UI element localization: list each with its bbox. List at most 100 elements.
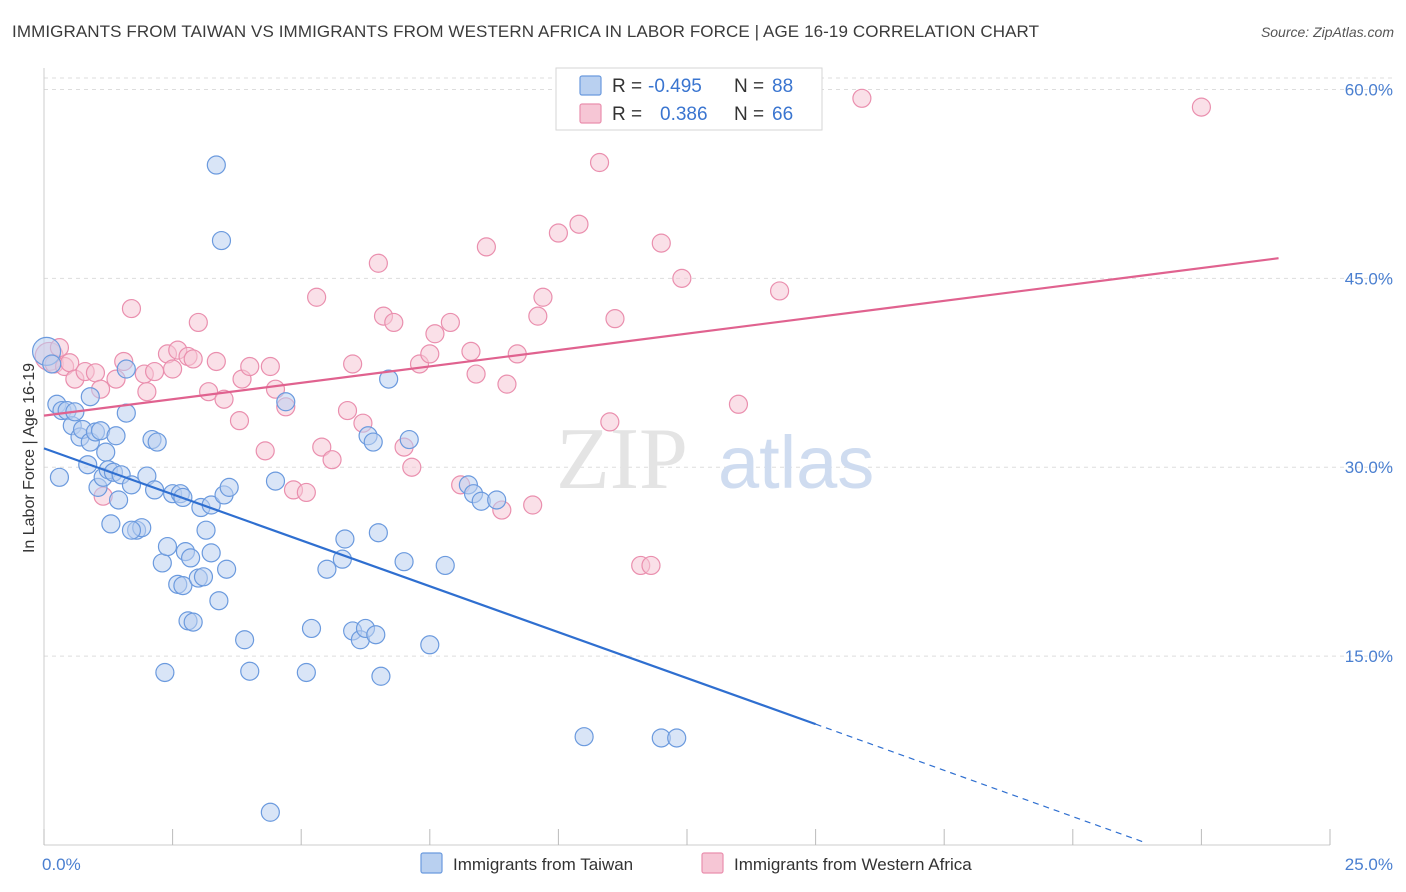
- point-taiwan: [181, 548, 201, 568]
- point-taiwan: [394, 552, 414, 572]
- point-western-africa: [85, 363, 106, 383]
- stats-n-value-western-africa: 66: [772, 104, 793, 125]
- watermark-zip: ZIP: [556, 411, 688, 508]
- point-western-africa: [255, 441, 275, 461]
- point-taiwan: [42, 354, 62, 374]
- points-western-africa: [34, 88, 1212, 576]
- point-western-africa: [523, 495, 543, 515]
- point-taiwan: [147, 432, 167, 452]
- point-taiwan: [276, 392, 296, 412]
- point-taiwan: [217, 559, 237, 579]
- point-taiwan: [157, 536, 178, 557]
- point-western-africa: [240, 356, 260, 377]
- point-western-africa: [497, 374, 517, 394]
- x-tick-label-min: 0.0%: [42, 855, 81, 874]
- point-taiwan: [363, 432, 383, 452]
- stats-swatch-western-africa: [579, 103, 602, 124]
- point-taiwan: [80, 387, 100, 407]
- point-western-africa: [402, 457, 422, 477]
- point-taiwan: [335, 529, 355, 549]
- point-taiwan: [211, 230, 232, 251]
- y-tick-label: 45.0%: [1345, 269, 1393, 288]
- point-western-africa: [466, 364, 486, 384]
- trend-line-western-africa: [43, 257, 1279, 417]
- x-tick-labels: 0.0% 25.0%: [42, 855, 1393, 874]
- stats-r-value-taiwan: -0.495: [648, 76, 702, 97]
- point-taiwan: [155, 662, 175, 683]
- stats-legend: R = -0.495 N = 88 R = 0.386 N = 66: [555, 67, 823, 131]
- point-western-africa: [728, 394, 749, 414]
- series-legend: Immigrants from Taiwan Immigrants from W…: [420, 852, 972, 874]
- point-western-africa: [188, 312, 208, 333]
- point-western-africa: [296, 482, 316, 503]
- point-taiwan: [96, 442, 116, 462]
- point-western-africa: [144, 361, 165, 382]
- y-tick-label: 60.0%: [1345, 80, 1393, 99]
- point-western-africa: [206, 351, 226, 372]
- point-western-africa: [260, 356, 280, 377]
- legend-swatch-taiwan: [420, 852, 443, 874]
- chart-title: IMMIGRANTS FROM TAIWAN VS IMMIGRANTS FRO…: [12, 22, 1040, 41]
- point-taiwan: [49, 467, 70, 487]
- stats-r-value-western-africa: 0.386: [660, 104, 708, 125]
- watermark: ZIP atlas: [556, 411, 874, 508]
- point-western-africa: [163, 359, 183, 379]
- point-western-africa: [548, 223, 569, 243]
- point-taiwan: [101, 514, 121, 534]
- point-taiwan: [235, 630, 255, 650]
- y-tick-label: 30.0%: [1345, 458, 1393, 477]
- point-western-africa: [229, 411, 250, 431]
- point-western-africa: [121, 298, 142, 319]
- point-taiwan: [209, 591, 229, 611]
- point-taiwan: [265, 471, 286, 491]
- point-western-africa: [420, 344, 440, 364]
- point-taiwan: [366, 625, 386, 645]
- legend-label-taiwan: Immigrants from Taiwan: [453, 855, 633, 874]
- point-taiwan: [260, 802, 280, 822]
- stats-n-label-taiwan: N =: [734, 76, 764, 97]
- point-western-africa: [476, 237, 496, 257]
- point-taiwan: [371, 666, 391, 686]
- y-tick-labels: 15.0% 30.0% 45.0% 60.0%: [1345, 80, 1393, 666]
- stats-swatch-taiwan: [579, 75, 602, 96]
- point-taiwan: [121, 520, 142, 540]
- point-taiwan: [240, 661, 260, 681]
- point-taiwan: [435, 555, 455, 576]
- point-taiwan: [667, 728, 687, 748]
- point-western-africa: [312, 437, 332, 457]
- point-western-africa: [769, 281, 790, 301]
- point-taiwan: [399, 429, 419, 450]
- point-western-africa: [672, 268, 692, 288]
- point-taiwan: [574, 727, 594, 747]
- point-taiwan: [420, 635, 440, 655]
- stats-n-label-western-africa: N =: [734, 104, 764, 125]
- point-western-africa: [641, 555, 661, 576]
- point-western-africa: [1191, 97, 1212, 117]
- point-western-africa: [214, 389, 234, 409]
- chart-source: Source: ZipAtlas.com: [1260, 24, 1394, 40]
- legend-swatch-western-africa: [701, 852, 724, 874]
- trend-lines: [43, 257, 1279, 844]
- legend-label-western-africa: Immigrants from Western Africa: [734, 855, 972, 874]
- point-taiwan: [379, 369, 399, 389]
- point-western-africa: [651, 233, 671, 253]
- point-western-africa: [183, 349, 203, 369]
- point-taiwan: [301, 618, 322, 639]
- point-western-africa: [600, 412, 620, 432]
- points-taiwan: [31, 155, 687, 822]
- stats-n-value-taiwan: 88: [772, 76, 793, 97]
- point-taiwan: [317, 559, 337, 579]
- point-western-africa: [337, 400, 358, 421]
- point-western-africa: [368, 253, 388, 273]
- point-taiwan: [219, 477, 239, 497]
- trend-line-taiwan-extension: [815, 723, 1146, 844]
- point-taiwan: [116, 359, 136, 379]
- point-taiwan: [193, 567, 214, 587]
- point-western-africa: [137, 382, 157, 402]
- point-taiwan: [201, 543, 221, 563]
- y-tick-label: 15.0%: [1345, 647, 1393, 666]
- point-western-africa: [343, 354, 363, 374]
- point-taiwan: [152, 553, 172, 573]
- point-taiwan: [368, 523, 388, 543]
